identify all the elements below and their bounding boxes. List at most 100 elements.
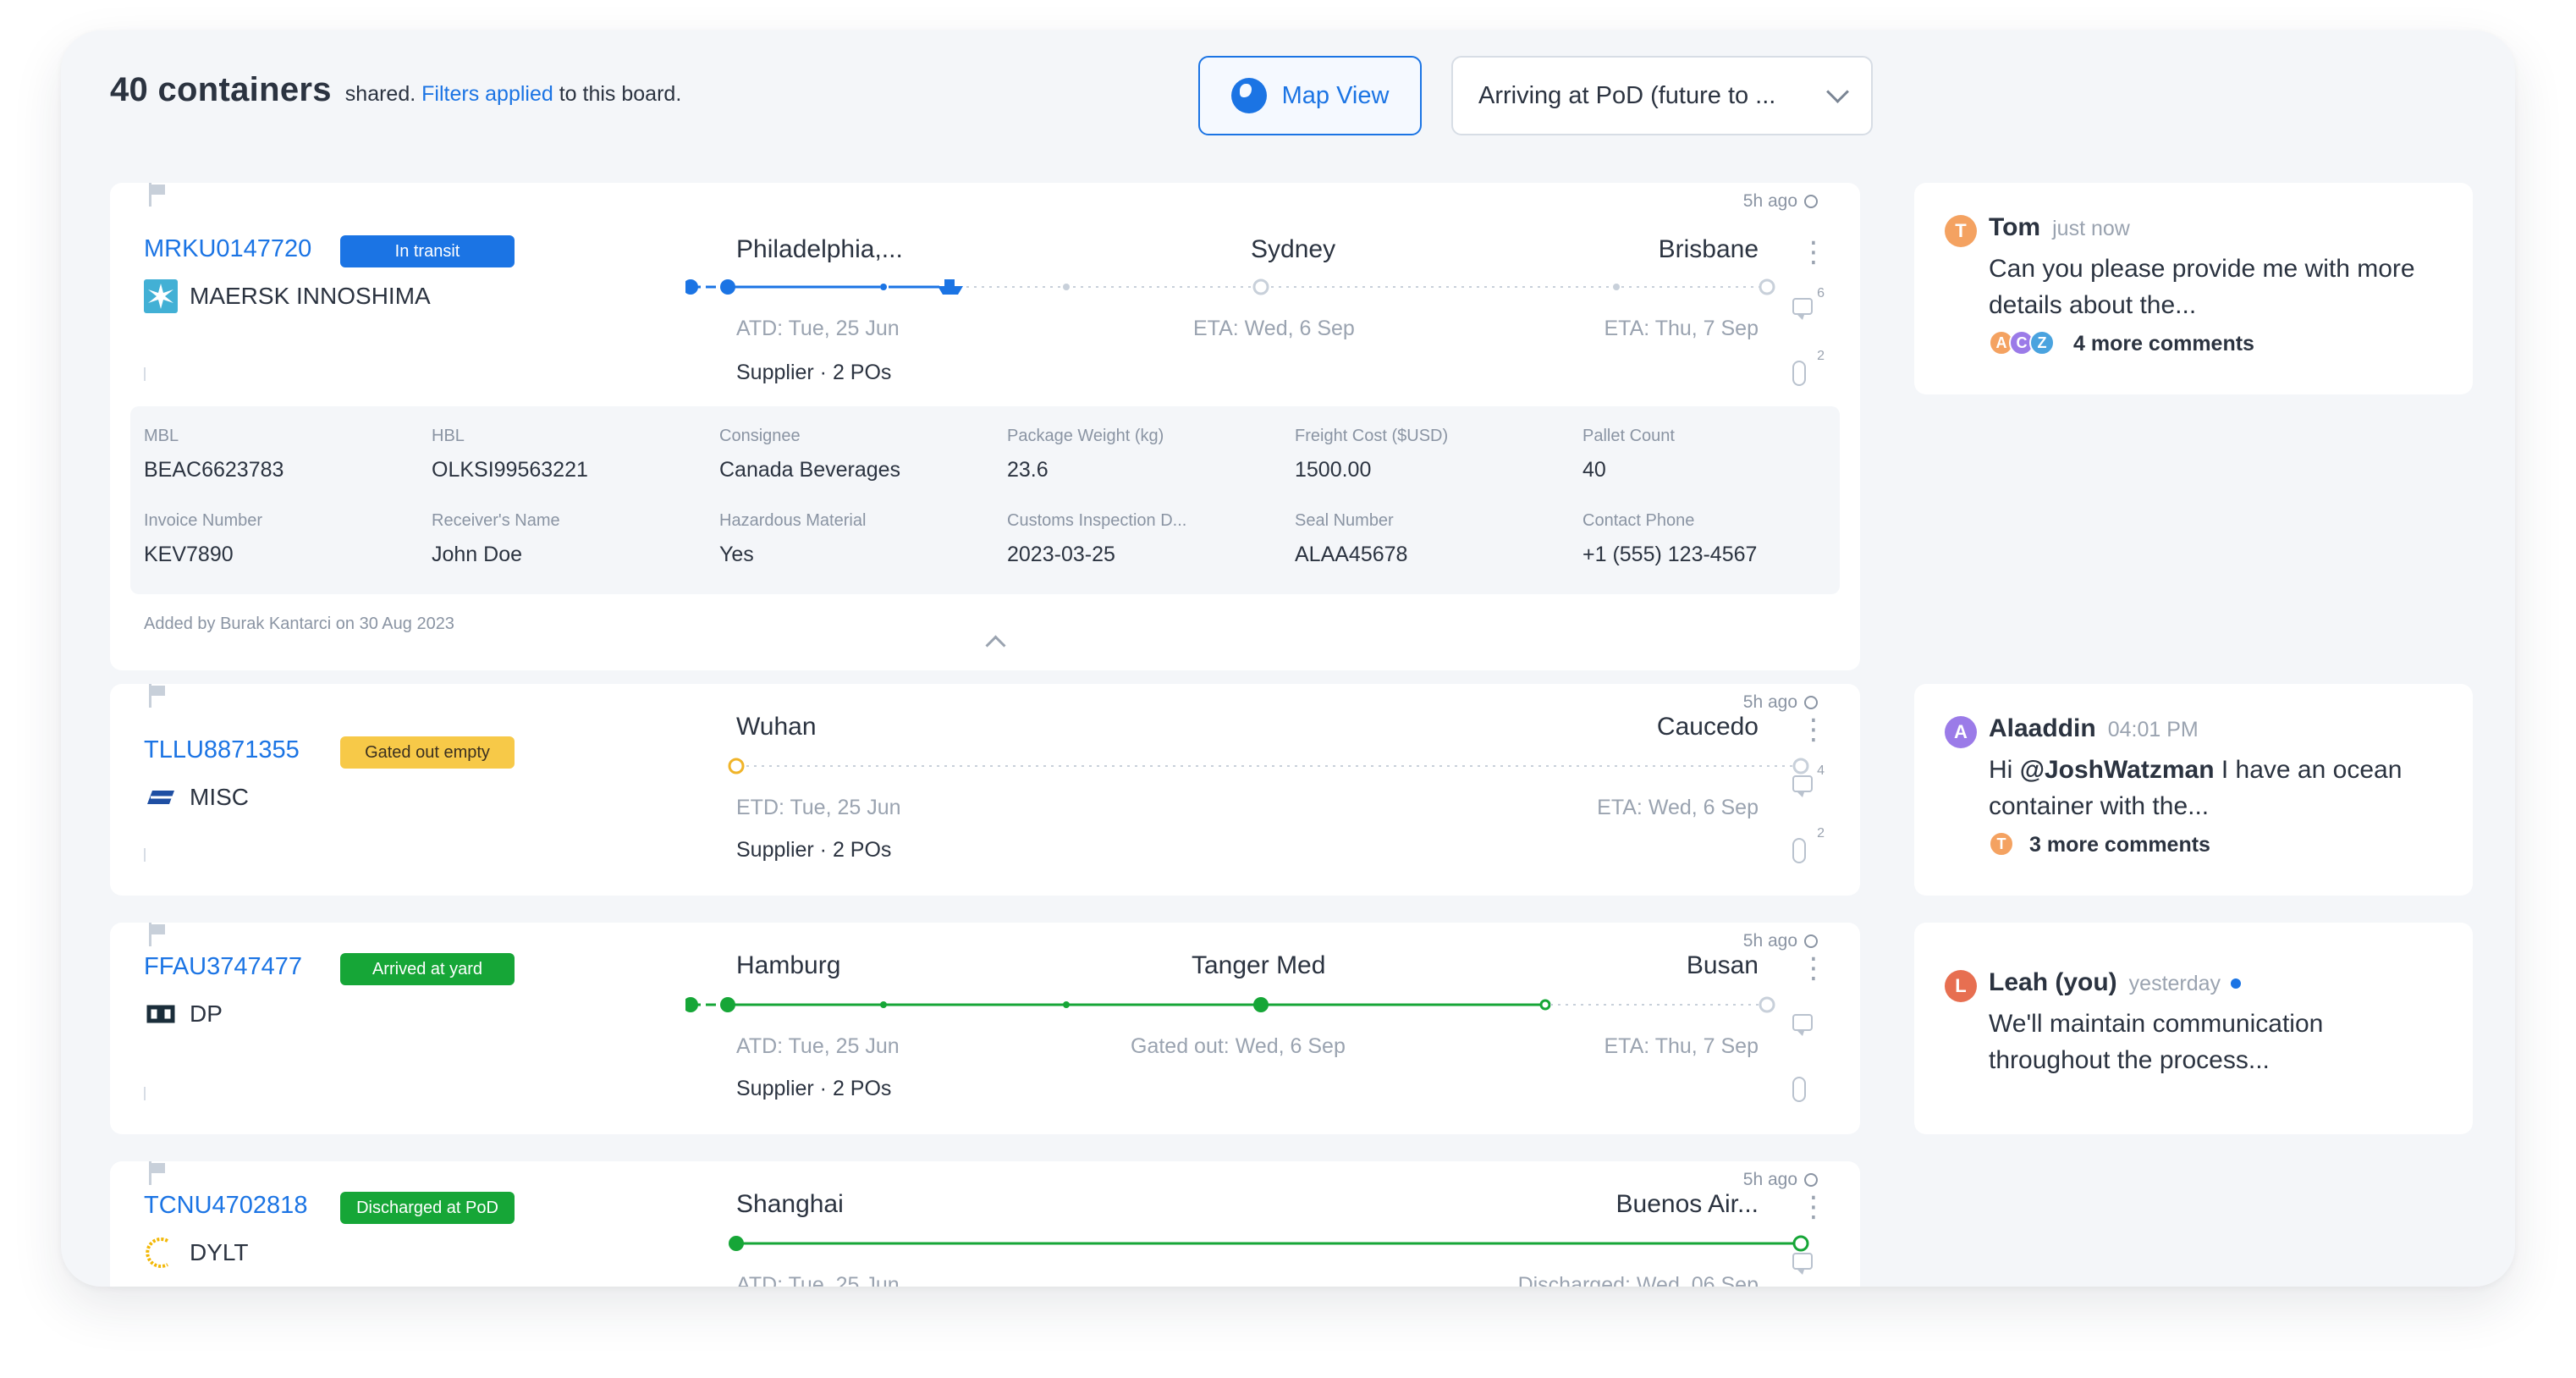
comment-author: Alaaddin: [1989, 714, 2096, 742]
shipment-card[interactable]: 5h ago MRKU0147720 In transit MAERSK INN…: [110, 183, 1860, 670]
supplier-label[interactable]: Supplier: [736, 838, 814, 862]
more-comments-link[interactable]: 4 more comments: [2073, 332, 2254, 356]
po-count[interactable]: 2 POs: [832, 1077, 892, 1100]
more-comments-link[interactable]: 3 more comments: [2029, 833, 2210, 857]
container-id-link[interactable]: MRKU0147720: [144, 235, 312, 262]
origin-date: ETD: Tue, 25 Jun: [736, 796, 901, 819]
filters-applied-link[interactable]: Filters applied: [421, 82, 553, 106]
origin-port: Wuhan: [736, 713, 817, 741]
globe-icon: [1230, 78, 1267, 113]
comment-icon: [1792, 775, 1813, 797]
history-icon[interactable]: [1804, 1173, 1818, 1187]
dylt-logo-icon: [146, 1237, 168, 1268]
shipment-card[interactable]: 5h ago TLLU8871355 Gated out empty MISC …: [110, 684, 1860, 896]
comment-card[interactable]: L Leah (you) yesterday We'll maintain com…: [1914, 923, 2473, 1134]
collapse-details-button[interactable]: [963, 625, 1029, 659]
carrier-name: MISC: [190, 784, 249, 810]
more-options-icon[interactable]: [1799, 951, 1828, 985]
destination-port: Caucedo: [1656, 713, 1759, 741]
route-progress: [685, 278, 1775, 295]
flag-icon[interactable]: [149, 1161, 168, 1185]
paperclip-icon: [1792, 838, 1806, 863]
history-icon[interactable]: [1804, 195, 1818, 208]
destination-port: Busan: [1686, 951, 1759, 979]
attachments-button[interactable]: 2: [1792, 349, 1825, 386]
filter-select[interactable]: Arriving at PoD (future to ...: [1451, 56, 1873, 135]
header-subtitle: shared. Filters applied to this board.: [344, 82, 682, 106]
transit-port: Tanger Med: [1192, 951, 1326, 979]
maersk-logo-icon: [144, 279, 178, 313]
origin-date: ATD: Tue, 25 Jun: [736, 1034, 900, 1058]
carrier-name: MAERSK INNOSHIMA: [190, 283, 431, 309]
route-progress: [728, 758, 1809, 774]
comments-button[interactable]: [1792, 1253, 1818, 1278]
destination-port: Brisbane: [1658, 235, 1759, 263]
flag-icon[interactable]: [149, 684, 168, 708]
container-count: 40 containers: [110, 71, 332, 108]
history-icon[interactable]: [1804, 934, 1818, 948]
attachments-button[interactable]: 2: [1792, 826, 1825, 863]
more-options-icon[interactable]: [1799, 235, 1828, 269]
shipment-card[interactable]: 5h ago TCNU4702818 Discharged at PoD DYL…: [110, 1161, 1860, 1287]
flag-icon[interactable]: [149, 923, 168, 946]
map-view-button[interactable]: Map View: [1198, 56, 1422, 135]
paperclip-icon: [1792, 1077, 1806, 1102]
paperclip-icon: [1792, 361, 1806, 386]
updated-time: 5h ago: [1742, 191, 1797, 211]
ship-icon: [938, 279, 963, 295]
route-progress: [729, 1235, 1809, 1252]
comment-card[interactable]: A Alaaddin 04:01 PM Hi @JoshWatzman I hav…: [1914, 684, 2473, 896]
destination-date: ETA: Thu, 7 Sep: [1604, 1034, 1759, 1058]
po-count[interactable]: 2 POs: [832, 838, 892, 862]
history-icon[interactable]: [1804, 696, 1818, 709]
more-options-icon[interactable]: [1799, 713, 1828, 747]
mention-link[interactable]: @JoshWatzman: [2019, 756, 2215, 784]
comments-button[interactable]: [1792, 1014, 1818, 1039]
comments-button[interactable]: 6: [1792, 286, 1825, 323]
container-id-link[interactable]: TLLU8871355: [144, 736, 300, 763]
board-header: 40 containers shared. Filters applied to…: [110, 71, 681, 132]
container-id-link[interactable]: TCNU4702818: [144, 1192, 308, 1219]
comment-card[interactable]: T Tom just now Can you please provide me …: [1914, 183, 2473, 394]
comment-icon: [1792, 298, 1813, 320]
destination-date: ETA: Thu, 7 Sep: [1604, 317, 1759, 340]
destination-date: Discharged: Wed, 06 Sep: [1517, 1273, 1759, 1287]
route-progress: [685, 996, 1775, 1013]
unread-dot: [2231, 978, 2242, 989]
container-board: 40 containers shared. Filters applied to…: [61, 30, 2515, 1287]
supplier-label[interactable]: Supplier: [736, 361, 814, 384]
avatar: Z: [2029, 330, 2055, 356]
container-id-link[interactable]: FFAU3747477: [144, 953, 303, 980]
origin-date: ATD: Tue, 25 Jun: [736, 317, 900, 340]
details-panel: MBL BEAC6623783 HBL OLKSI99563221 Consigne…: [130, 406, 1840, 594]
avatar: T: [1989, 831, 2014, 857]
carrier-name: DYLT: [190, 1239, 249, 1265]
carrier-name: DP: [190, 1000, 223, 1027]
flag-icon[interactable]: [149, 183, 168, 207]
status-badge: Discharged at PoD: [340, 1192, 515, 1224]
avatar: T: [1945, 215, 1977, 247]
supplier-label[interactable]: Supplier: [736, 1077, 814, 1100]
more-options-icon[interactable]: [1799, 1190, 1828, 1224]
dp-logo-icon: [146, 1005, 175, 1023]
updated-time: 5h ago: [1742, 1170, 1797, 1189]
status-badge: In transit: [340, 235, 515, 267]
comments-button[interactable]: 4: [1792, 763, 1825, 801]
po-count[interactable]: 2 POs: [832, 361, 892, 384]
shipment-card[interactable]: 5h ago FFAU3747477 Arrived at yard DP Ha…: [110, 923, 1860, 1134]
misc-logo-icon: [147, 791, 174, 804]
comment-text: We'll maintain communication throughout …: [1989, 1010, 2324, 1074]
attachments-button[interactable]: [1792, 1077, 1818, 1102]
comment-time: 04:01 PM: [2107, 718, 2199, 741]
transit-port: Sydney: [1251, 235, 1336, 263]
transit-date: Gated out: Wed, 6 Sep: [1131, 1034, 1346, 1058]
comment-author: Tom: [1989, 213, 2041, 241]
comment-text: Hi @JoshWatzman I have an ocean containe…: [1989, 756, 2403, 820]
origin-date: ATD: Tue, 25 Jun: [736, 1273, 900, 1287]
transit-date: ETA: Wed, 6 Sep: [1193, 317, 1355, 340]
comment-author: Leah (you): [1989, 968, 2117, 996]
origin-port: Shanghai: [736, 1190, 844, 1218]
origin-port: Philadelphia,...: [736, 235, 903, 263]
comment-icon: [1792, 1014, 1813, 1036]
added-by-note: Added by Burak Kantarci on 30 Aug 2023: [144, 615, 454, 633]
